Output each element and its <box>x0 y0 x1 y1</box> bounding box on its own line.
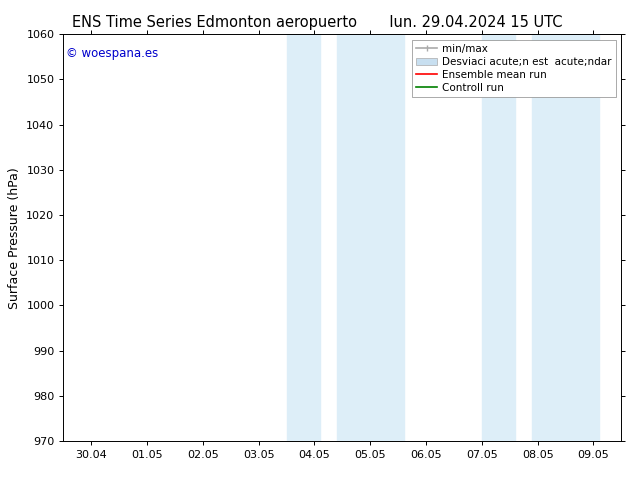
Text: © woespana.es: © woespana.es <box>66 47 158 59</box>
Text: ENS Time Series Edmonton aeropuerto       lun. 29.04.2024 15 UTC: ENS Time Series Edmonton aeropuerto lun.… <box>72 15 562 30</box>
Legend: min/max, Desviaci acute;n est  acute;ndar, Ensemble mean run, Controll run: min/max, Desviaci acute;n est acute;ndar… <box>412 40 616 97</box>
Bar <box>337 34 404 441</box>
Y-axis label: Surface Pressure (hPa): Surface Pressure (hPa) <box>8 167 21 309</box>
Bar <box>482 34 515 441</box>
Bar <box>287 34 320 441</box>
Bar <box>532 34 599 441</box>
